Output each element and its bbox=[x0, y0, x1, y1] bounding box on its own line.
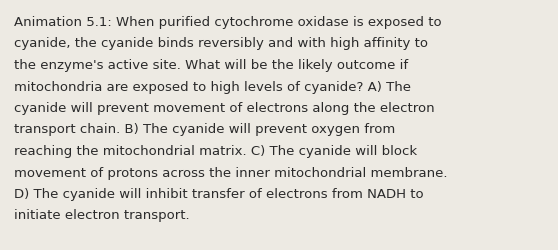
Text: initiate electron transport.: initiate electron transport. bbox=[14, 209, 190, 222]
Text: the enzyme's active site. What will be the likely outcome if: the enzyme's active site. What will be t… bbox=[14, 59, 408, 72]
Text: Animation 5.1: When purified cytochrome oxidase is exposed to: Animation 5.1: When purified cytochrome … bbox=[14, 16, 441, 29]
Text: reaching the mitochondrial matrix. C) The cyanide will block: reaching the mitochondrial matrix. C) Th… bbox=[14, 144, 417, 157]
Text: movement of protons across the inner mitochondrial membrane.: movement of protons across the inner mit… bbox=[14, 166, 448, 179]
Text: D) The cyanide will inhibit transfer of electrons from NADH to: D) The cyanide will inhibit transfer of … bbox=[14, 187, 424, 200]
Text: cyanide will prevent movement of electrons along the electron: cyanide will prevent movement of electro… bbox=[14, 102, 435, 114]
Text: cyanide, the cyanide binds reversibly and with high affinity to: cyanide, the cyanide binds reversibly an… bbox=[14, 37, 428, 50]
Text: transport chain. B) The cyanide will prevent oxygen from: transport chain. B) The cyanide will pre… bbox=[14, 123, 395, 136]
Text: mitochondria are exposed to high levels of cyanide? A) The: mitochondria are exposed to high levels … bbox=[14, 80, 411, 93]
